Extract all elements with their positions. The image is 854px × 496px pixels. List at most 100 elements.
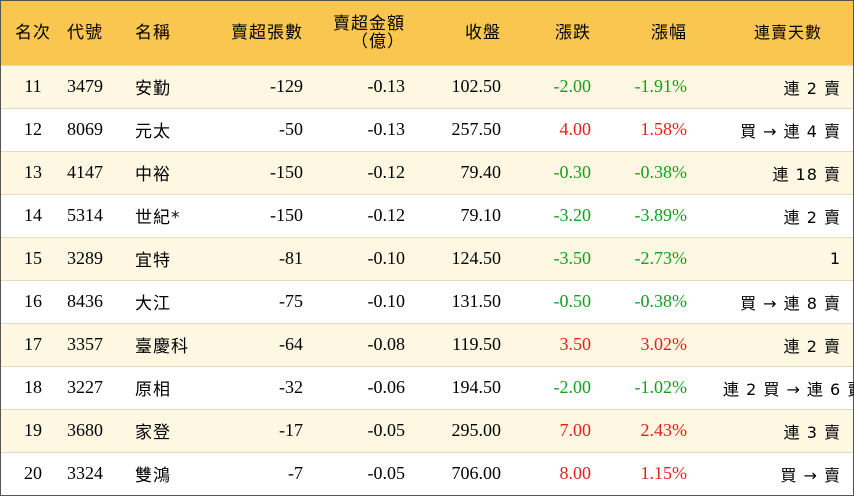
cell-code: 4147: [67, 162, 103, 182]
cell-name: 原相: [135, 380, 171, 400]
cell-name: 世紀*: [135, 208, 181, 228]
cell-volume: -17: [279, 420, 303, 440]
cell-days: 買 → 連 4 賣: [740, 121, 841, 141]
cell-name: 中裕: [135, 165, 171, 185]
cell-name: 雙鴻: [135, 466, 171, 487]
table-row: 16 8436 大江 -75 -0.10 131.50 -0.50 -0.38% 買 → 連 8…: [1, 280, 853, 323]
cell-pct: -1.91%: [634, 76, 688, 96]
cell-pct: -0.38%: [634, 291, 688, 311]
cell-days: 連 2 賣: [783, 336, 841, 356]
cell-code: 5314: [67, 205, 103, 225]
cell-amount: -0.10: [367, 248, 406, 268]
cell-amount: -0.08: [367, 334, 406, 354]
cell-volume: -50: [279, 119, 303, 139]
cell-close: 79.40: [460, 162, 502, 182]
table-row: 12 8069 元太 -50 -0.13 257.50 4.00 1.58% 買 → 連 4 賣: [1, 108, 853, 151]
cell-days: 連 3 賣: [783, 422, 841, 442]
cell-code: 3227: [67, 377, 103, 397]
table-header-row: 名次 代號 名稱 賣超張數 賣超金額 （億） 收盤 漲跌 漲幅 連賣天數: [1, 1, 853, 65]
table-row: 11 3479 安勤 -129 -0.13 102.50 -2.00 -1.91% 連 2 賣: [1, 65, 853, 108]
cell-code: 8069: [67, 119, 103, 139]
cell-change: -3.50: [553, 248, 592, 268]
header-pct: 漲幅: [651, 22, 687, 43]
header-close: 收盤: [465, 22, 501, 43]
cell-change: 3.50: [559, 334, 592, 354]
cell-code: 3324: [67, 463, 103, 484]
cell-pct: 3.02%: [640, 334, 688, 354]
cell-pct: -3.89%: [634, 205, 688, 225]
cell-volume: -81: [279, 248, 303, 268]
cell-pct: 2.43%: [640, 420, 688, 440]
cell-days: 連 2 賣: [783, 207, 841, 227]
cell-name: 家登: [135, 423, 171, 443]
cell-pct: -0.38%: [634, 162, 688, 182]
cell-amount: -0.12: [367, 162, 406, 182]
cell-close: 706.00: [451, 463, 502, 484]
cell-change: 8.00: [559, 463, 592, 484]
cell-code: 8436: [67, 291, 103, 311]
cell-volume: -150: [270, 162, 303, 182]
table-row: 14 5314 世紀* -150 -0.12 79.10 -3.20 -3.89% 連 2 賣: [1, 194, 853, 237]
cell-pct: 1.58%: [640, 119, 688, 139]
table-row: 17 3357 臺慶科 -64 -0.08 119.50 3.50 3.02% 連 2 賣: [1, 323, 853, 366]
cell-amount: -0.06: [367, 377, 406, 397]
header-volume: 賣超張數: [231, 22, 303, 43]
cell-change: -2.00: [553, 377, 592, 397]
cell-days: 買 → 連 8 賣: [740, 293, 841, 313]
cell-close: 131.50: [451, 291, 502, 311]
table-row: 19 3680 家登 -17 -0.05 295.00 7.00 2.43% 連 3 賣: [1, 409, 853, 452]
cell-close: 124.50: [451, 248, 502, 268]
cell-rank: 16: [24, 291, 42, 311]
cell-change: 7.00: [559, 420, 592, 440]
cell-days: 連 18 賣: [772, 164, 841, 184]
cell-volume: -75: [279, 291, 303, 311]
table-row: 13 4147 中裕 -150 -0.12 79.40 -0.30 -0.38% 連 18 賣: [1, 151, 853, 194]
cell-code: 3289: [67, 248, 103, 268]
cell-change: -3.20: [553, 205, 592, 225]
cell-code: 3357: [67, 334, 103, 354]
header-name: 名稱: [135, 22, 171, 43]
cell-pct: -2.73%: [634, 248, 688, 268]
cell-close: 79.10: [460, 205, 502, 225]
cell-volume: -64: [279, 334, 303, 354]
table-row: 18 3227 原相 -32 -0.06 194.50 -2.00 -1.02% 連 2 買 →…: [1, 366, 854, 409]
cell-name: 臺慶科: [135, 337, 189, 357]
cell-name: 宜特: [135, 251, 171, 271]
cell-days: 1: [829, 249, 841, 268]
header-amount: 賣超金額 （億）: [331, 1, 431, 65]
cell-close: 102.50: [451, 76, 502, 96]
cell-rank: 14: [24, 205, 42, 225]
cell-days: 連 2 買 → 連 6 賣: [723, 379, 854, 399]
cell-amount: -0.13: [367, 76, 406, 96]
cell-change: 4.00: [559, 119, 592, 139]
cell-amount: -0.05: [367, 420, 406, 440]
cell-name: 安勤: [135, 79, 171, 99]
cell-pct: 1.15%: [640, 463, 688, 484]
cell-close: 257.50: [451, 119, 502, 139]
cell-days: 買 → 賣: [780, 465, 841, 485]
cell-change: -2.00: [553, 76, 592, 96]
cell-rank: 13: [24, 162, 42, 182]
cell-name: 大江: [135, 294, 171, 314]
cell-close: 194.50: [451, 377, 502, 397]
header-code: 代號: [67, 22, 103, 43]
cell-volume: -32: [279, 377, 303, 397]
cell-rank: 11: [24, 76, 42, 96]
cell-change: -0.50: [553, 291, 592, 311]
cell-amount: -0.10: [367, 291, 406, 311]
cell-rank: 17: [24, 334, 42, 354]
table-row: 15 3289 宜特 -81 -0.10 124.50 -3.50 -2.73% 1: [1, 237, 853, 280]
cell-code: 3479: [67, 76, 103, 96]
header-amount-line1: 賣超金額: [333, 13, 405, 34]
cell-rank: 20: [24, 463, 42, 484]
cell-close: 295.00: [451, 420, 502, 440]
cell-amount: -0.12: [367, 205, 406, 225]
cell-amount: -0.13: [367, 119, 406, 139]
header-days: 連賣天數: [753, 22, 822, 42]
cell-amount: -0.05: [367, 463, 406, 484]
cell-rank: 19: [24, 420, 42, 440]
header-change: 漲跌: [555, 22, 591, 43]
cell-volume: -7: [288, 463, 303, 484]
